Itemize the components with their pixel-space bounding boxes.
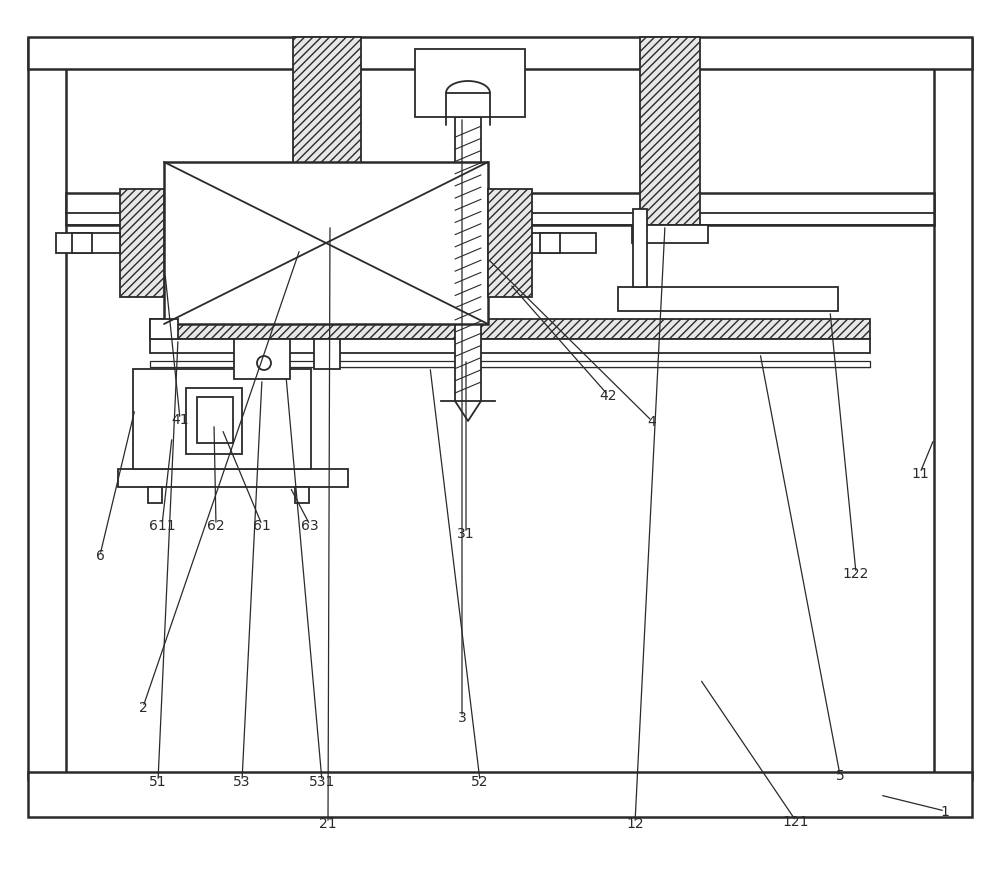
Bar xyxy=(150,320,178,340)
Text: 31: 31 xyxy=(457,527,475,541)
Text: 62: 62 xyxy=(207,519,225,533)
Bar xyxy=(532,234,596,254)
Text: 2: 2 xyxy=(139,700,147,714)
Text: 42: 42 xyxy=(599,388,617,402)
Text: 121: 121 xyxy=(783,814,809,828)
Bar xyxy=(120,189,164,298)
Text: 21: 21 xyxy=(319,816,337,830)
Text: 63: 63 xyxy=(301,519,319,533)
Bar xyxy=(150,362,870,368)
Bar xyxy=(455,118,481,401)
Bar xyxy=(28,40,66,779)
Text: 11: 11 xyxy=(911,467,929,481)
Bar xyxy=(934,40,972,779)
Bar xyxy=(633,209,647,288)
Bar xyxy=(148,488,162,503)
Bar xyxy=(133,369,311,469)
Bar xyxy=(640,38,700,226)
Bar xyxy=(66,194,934,226)
Text: 1: 1 xyxy=(941,804,949,818)
Bar xyxy=(234,340,290,380)
Text: 41: 41 xyxy=(171,413,189,427)
Text: 6: 6 xyxy=(96,548,104,562)
Bar xyxy=(118,469,348,488)
Text: 61: 61 xyxy=(253,519,271,533)
Bar xyxy=(28,773,972,817)
Bar xyxy=(56,234,120,254)
Text: 51: 51 xyxy=(149,774,167,788)
Bar xyxy=(540,234,560,254)
Bar xyxy=(28,38,972,70)
Text: 53: 53 xyxy=(233,774,251,788)
Bar xyxy=(314,340,340,369)
Bar xyxy=(632,226,708,243)
Text: 12: 12 xyxy=(626,816,644,830)
Bar xyxy=(150,320,870,340)
Bar xyxy=(150,340,870,354)
Bar xyxy=(285,226,369,243)
Text: 52: 52 xyxy=(471,774,489,788)
Bar xyxy=(618,288,838,312)
Bar xyxy=(488,189,532,298)
Circle shape xyxy=(257,356,271,370)
Bar xyxy=(415,50,525,118)
Text: 611: 611 xyxy=(149,519,175,533)
Text: 531: 531 xyxy=(309,774,335,788)
Text: 3: 3 xyxy=(458,710,466,724)
Text: 5: 5 xyxy=(836,768,844,782)
Text: 122: 122 xyxy=(843,567,869,580)
Bar xyxy=(293,38,361,226)
Bar xyxy=(72,234,92,254)
Bar xyxy=(186,388,242,454)
Bar xyxy=(295,488,309,503)
Bar xyxy=(164,163,488,325)
Text: 4: 4 xyxy=(648,415,656,428)
Bar xyxy=(197,397,233,443)
